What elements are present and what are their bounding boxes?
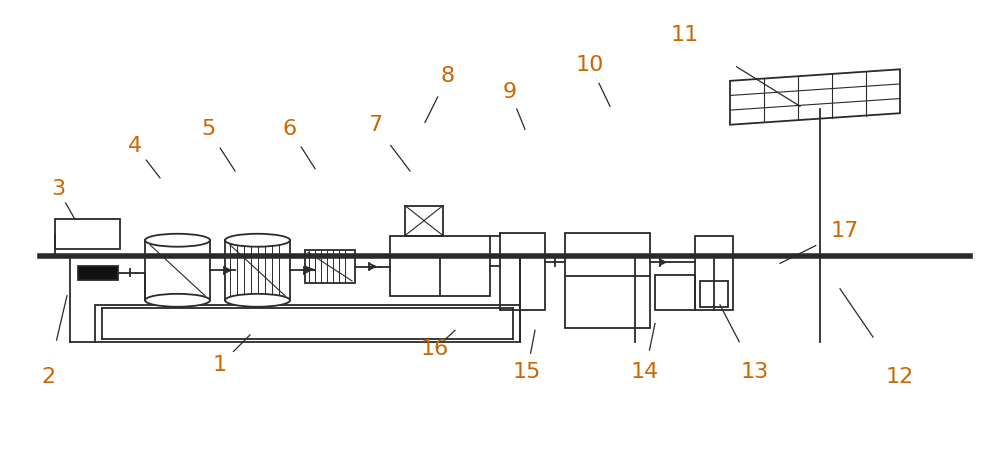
Text: 15: 15 — [513, 362, 541, 382]
Ellipse shape — [225, 234, 290, 247]
Bar — [145, 240, 210, 300]
Bar — [700, 281, 728, 307]
Ellipse shape — [225, 294, 290, 307]
Text: 8: 8 — [441, 66, 455, 86]
Bar — [500, 233, 545, 310]
Bar — [695, 236, 733, 310]
Text: 10: 10 — [576, 55, 604, 75]
Bar — [95, 305, 520, 342]
Text: 2: 2 — [41, 366, 55, 387]
Text: 11: 11 — [671, 24, 699, 45]
Bar — [405, 206, 443, 236]
Text: 14: 14 — [631, 362, 659, 382]
Text: 4: 4 — [128, 135, 142, 156]
Bar — [55, 219, 120, 249]
Text: 12: 12 — [886, 366, 914, 387]
Ellipse shape — [145, 234, 210, 247]
Bar — [655, 275, 695, 310]
Bar — [390, 236, 490, 296]
Text: 9: 9 — [503, 82, 517, 103]
Text: 13: 13 — [741, 362, 769, 382]
Text: 3: 3 — [51, 179, 65, 200]
Ellipse shape — [145, 294, 210, 307]
Bar — [565, 233, 650, 328]
Text: 1: 1 — [213, 355, 227, 375]
Text: 17: 17 — [831, 221, 859, 241]
Bar — [225, 240, 290, 300]
Text: 6: 6 — [283, 119, 297, 140]
Bar — [305, 250, 355, 283]
Text: 16: 16 — [421, 339, 449, 359]
Bar — [78, 266, 118, 280]
Text: 7: 7 — [368, 115, 382, 135]
Text: 5: 5 — [201, 119, 215, 140]
